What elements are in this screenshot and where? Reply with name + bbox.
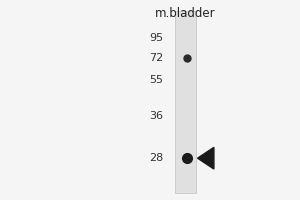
Text: 28: 28	[149, 153, 164, 163]
Bar	[175, 11, 196, 193]
Text: 55: 55	[149, 75, 164, 85]
Text: m.bladder: m.bladder	[155, 7, 216, 20]
Text: 36: 36	[149, 111, 164, 121]
Text: 95: 95	[149, 33, 164, 43]
Polygon shape	[198, 147, 214, 169]
Text: 72: 72	[149, 53, 164, 63]
